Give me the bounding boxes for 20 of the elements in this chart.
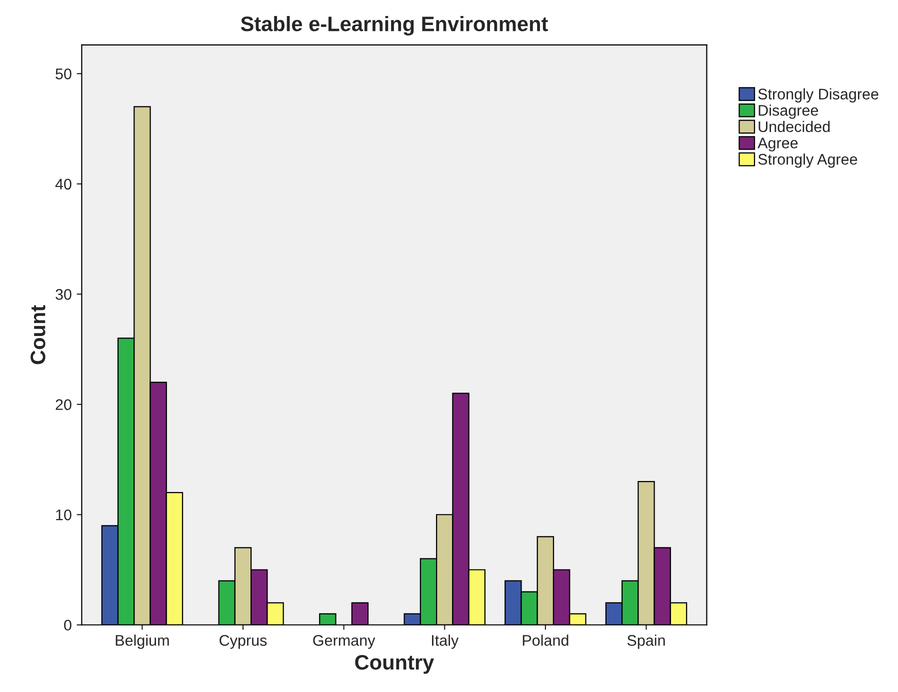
y-tick-label: 0 (64, 620, 72, 631)
x-tick-label: Belgium (116, 634, 169, 649)
y-axis-title: Count (30, 305, 46, 364)
y-tick-label: 30 (56, 289, 72, 300)
y-tick-label: 10 (56, 509, 72, 520)
legend-label: Agree (758, 138, 798, 152)
legend-label: Disagree (758, 104, 818, 119)
x-tick-label: Spain (627, 634, 665, 649)
y-tick-label: 50 (56, 68, 72, 80)
x-tick-label: Poland (522, 634, 568, 646)
legend-label: Strongly Disagree (758, 88, 878, 103)
y-tick-label: 40 (55, 178, 72, 190)
y-tick-label: 20 (56, 399, 72, 410)
legend-label: Strongly Agree (758, 154, 858, 168)
x-tick-label: Italy (432, 634, 459, 649)
x-tick-label: Cyprus (220, 635, 267, 649)
x-axis-title: Country (355, 654, 434, 674)
x-tick-label: Germany (313, 635, 376, 649)
legend-label: Undecided (758, 120, 830, 132)
chart-title: Stable e-Learning Environment (240, 16, 548, 36)
